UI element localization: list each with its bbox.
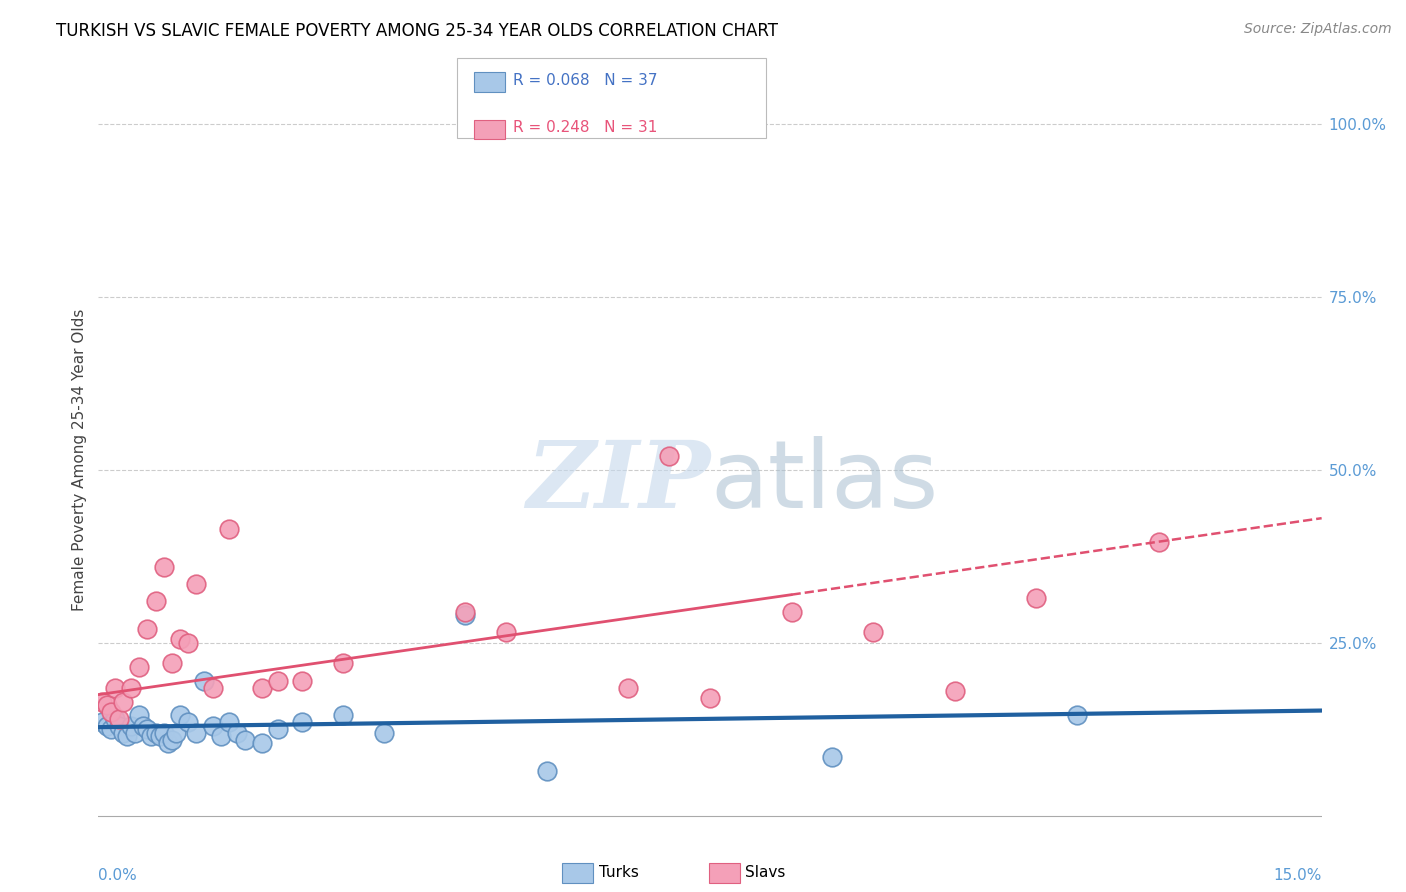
Point <box>165 725 187 739</box>
Point <box>186 577 208 591</box>
Point <box>332 708 354 723</box>
Point <box>100 723 122 737</box>
Text: TURKISH VS SLAVIC FEMALE POVERTY AMONG 25-34 YEAR OLDS CORRELATION CHART: TURKISH VS SLAVIC FEMALE POVERTY AMONG 2… <box>56 22 779 40</box>
Text: 15.0%: 15.0% <box>1274 868 1322 882</box>
Point <box>495 625 517 640</box>
Point <box>617 681 640 695</box>
Point <box>145 725 167 739</box>
Point <box>141 729 163 743</box>
Y-axis label: Female Poverty Among 25-34 Year Olds: Female Poverty Among 25-34 Year Olds <box>72 309 87 610</box>
Point <box>658 449 681 463</box>
Point <box>373 725 395 739</box>
Point <box>209 729 232 743</box>
Text: atlas: atlas <box>710 435 938 527</box>
Text: 0.0%: 0.0% <box>98 868 138 882</box>
Point <box>699 691 721 706</box>
Text: R = 0.248   N = 31: R = 0.248 N = 31 <box>513 120 658 135</box>
Text: Source: ZipAtlas.com: Source: ZipAtlas.com <box>1244 22 1392 37</box>
Point <box>136 622 159 636</box>
Point <box>233 732 256 747</box>
Point <box>100 705 122 719</box>
Point <box>128 708 150 723</box>
Text: R = 0.068   N = 37: R = 0.068 N = 37 <box>513 73 658 87</box>
Point <box>177 636 200 650</box>
Point <box>111 694 134 708</box>
Text: Turks: Turks <box>599 865 638 880</box>
Point <box>152 559 174 574</box>
Point <box>115 729 138 743</box>
Point <box>780 605 803 619</box>
Point <box>177 715 200 730</box>
Point <box>91 694 114 708</box>
Point <box>267 723 290 737</box>
Point <box>132 719 155 733</box>
Point <box>226 725 249 739</box>
Point <box>1147 535 1170 549</box>
Point <box>821 750 844 764</box>
Point <box>201 719 224 733</box>
Point <box>111 725 134 739</box>
Point <box>104 681 127 695</box>
Point <box>862 625 884 640</box>
Point <box>169 632 191 647</box>
Point <box>156 736 179 750</box>
Text: ZIP: ZIP <box>526 436 710 526</box>
Point <box>96 719 118 733</box>
Point <box>250 681 273 695</box>
Point <box>1025 591 1047 605</box>
Point <box>218 715 240 730</box>
Point <box>454 605 477 619</box>
Point <box>104 712 127 726</box>
Point <box>96 698 118 712</box>
Point <box>193 673 215 688</box>
Text: Slavs: Slavs <box>745 865 786 880</box>
Point <box>332 657 354 671</box>
Point <box>152 725 174 739</box>
Point <box>128 660 150 674</box>
Point <box>267 673 290 688</box>
Point <box>160 732 183 747</box>
Point <box>186 725 208 739</box>
Point <box>108 712 131 726</box>
Point <box>145 594 167 608</box>
Point <box>536 764 558 778</box>
Point <box>201 681 224 695</box>
Point <box>291 673 314 688</box>
Point <box>454 608 477 623</box>
Point <box>169 708 191 723</box>
Point <box>250 736 273 750</box>
Point <box>1066 708 1088 723</box>
Point <box>160 657 183 671</box>
Point <box>108 719 131 733</box>
Point <box>124 725 146 739</box>
Point <box>120 719 142 733</box>
Point <box>291 715 314 730</box>
Point <box>120 681 142 695</box>
Point <box>149 729 172 743</box>
Point <box>943 684 966 698</box>
Point <box>91 715 114 730</box>
Point <box>218 522 240 536</box>
Point <box>136 723 159 737</box>
